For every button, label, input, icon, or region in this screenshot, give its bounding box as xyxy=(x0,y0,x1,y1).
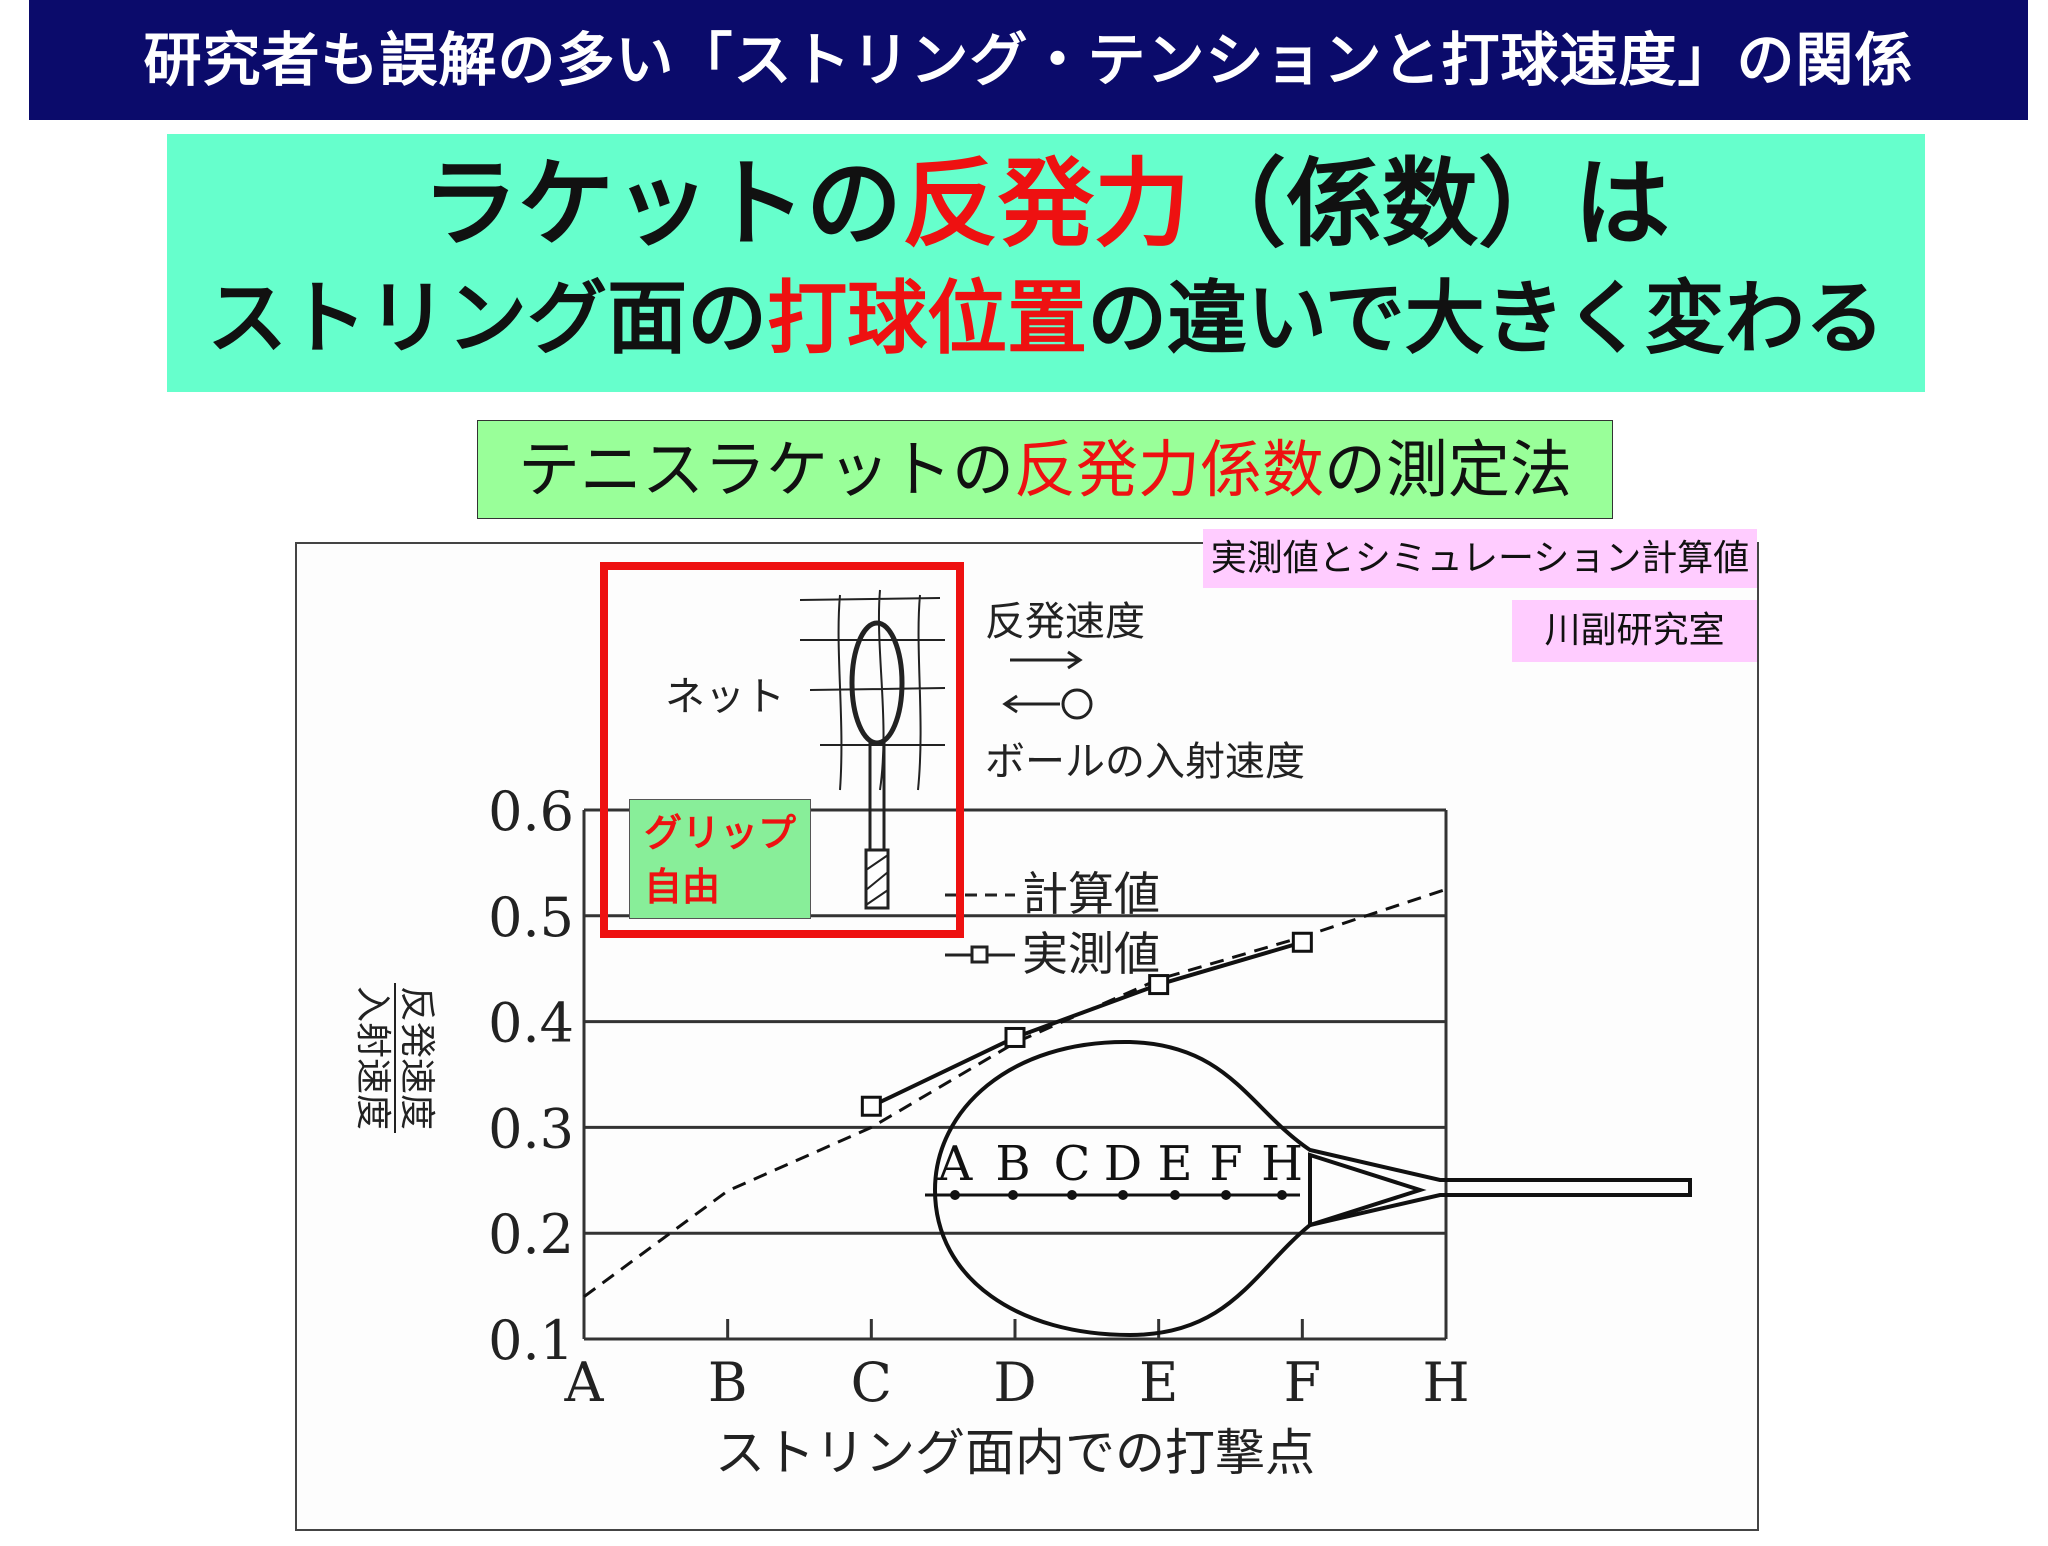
y-tick-label: 0.3 xyxy=(488,1097,574,1160)
subtitle-box: テニスラケットの反発力係数の測定法 xyxy=(477,420,1613,519)
measured-data-point xyxy=(1004,1026,1026,1048)
racket-head-icon xyxy=(849,620,905,746)
x-axis-label: ストリング面内での打撃点 xyxy=(715,1424,1315,1482)
headline-emphasis: 打球位置 xyxy=(767,272,1088,365)
slide-title: 研究者も誤解の多い「ストリング・テンションと打球速度」の関係 xyxy=(29,0,2028,120)
ball-icon xyxy=(1061,688,1093,720)
racket-point-dot xyxy=(950,1190,960,1200)
racket-point-label: A xyxy=(937,1136,974,1192)
subtitle-text: の測定法 xyxy=(1324,433,1573,506)
grip-label-line-1: グリップ xyxy=(644,811,797,855)
incident-speed-label: ボールの入射速度 xyxy=(985,739,1305,785)
racket-point-dot xyxy=(1170,1190,1180,1200)
racket-outline-diagram xyxy=(925,1039,1692,1338)
highlight-frame xyxy=(600,562,964,938)
subtitle-emphasis: 反発力係数 xyxy=(1013,433,1324,506)
arrow-left-icon xyxy=(1002,694,1060,714)
net-lines xyxy=(799,589,946,791)
y-tick-label: 0.1 xyxy=(488,1309,574,1372)
legend-meas-label: 実測値 xyxy=(1022,927,1160,981)
racket-point-dot xyxy=(1067,1190,1077,1200)
headline-box: ラケットの反発力（係数）は ストリング面の打球位置の違いで大きく変わる xyxy=(167,134,1925,392)
headline-line-2: ストリング面の打球位置の違いで大きく変わる xyxy=(167,264,1925,374)
headline-emphasis: 反発力 xyxy=(902,148,1190,260)
racket-point-dot xyxy=(1221,1190,1231,1200)
racket-point-label: F xyxy=(1209,1136,1242,1192)
x-tick-label: E xyxy=(1139,1351,1178,1414)
x-tick-label: D xyxy=(993,1351,1036,1414)
y-axis-label: 反発速度 入射速度 xyxy=(352,983,437,1133)
measured-data-point xyxy=(860,1095,882,1117)
y-tick-label: 0.4 xyxy=(488,992,574,1055)
legend-calc-label: 計算値 xyxy=(1022,867,1160,921)
racket-point-label: C xyxy=(1054,1136,1091,1192)
racket-point-label: H xyxy=(1261,1136,1303,1192)
lab-note: 川副研究室 xyxy=(1512,600,1757,662)
measured-data-point xyxy=(1291,931,1313,953)
headline-text: （係数）は xyxy=(1190,148,1670,260)
x-tick-label: C xyxy=(851,1351,892,1414)
grip-icon xyxy=(864,848,890,910)
headline-line-1: ラケットの反発力（係数）は xyxy=(167,144,1925,264)
racket-point-label: E xyxy=(1157,1136,1192,1192)
headline-text: ストリング面の xyxy=(207,272,768,365)
racket-throat xyxy=(1308,1152,1427,1228)
source-note: 実測値とシミュレーション計算値 xyxy=(1203,529,1757,588)
headline-text: ラケットの xyxy=(422,148,902,260)
y-label-numerator: 反発速度 xyxy=(396,986,437,1130)
x-tick-label: H xyxy=(1422,1351,1469,1414)
arrow-right-icon xyxy=(1010,650,1083,670)
y-tick-label: 0.5 xyxy=(488,886,574,949)
y-tick-label: 0.2 xyxy=(488,1203,574,1266)
x-tick-label: B xyxy=(708,1351,748,1414)
calculated-series-line xyxy=(583,887,1447,1298)
y-tick-label: 0.6 xyxy=(488,780,574,843)
measured-data-point xyxy=(1148,974,1170,996)
grip-label-line-2: 自由 xyxy=(644,865,721,909)
racket-point-label: B xyxy=(995,1136,1030,1192)
racket-point-label: D xyxy=(1104,1136,1142,1192)
grip-free-label: グリップ 自由 xyxy=(629,799,811,919)
subtitle-text: テニスラケットの xyxy=(517,433,1014,506)
rebound-speed-label: 反発速度 xyxy=(985,599,1145,645)
racket-point-dot xyxy=(1277,1190,1287,1200)
x-tick-label: A xyxy=(564,1351,605,1414)
measured-series-line xyxy=(870,940,1303,1109)
racket-point-dot xyxy=(1118,1190,1128,1200)
racket-head xyxy=(932,1039,1692,1338)
x-tick-label: F xyxy=(1284,1351,1321,1414)
racket-point-dot xyxy=(1008,1190,1018,1200)
y-label-denominator: 入射速度 xyxy=(352,986,393,1130)
net-label: ネット xyxy=(665,674,785,720)
headline-text: の違いで大きく変わる xyxy=(1087,272,1885,365)
